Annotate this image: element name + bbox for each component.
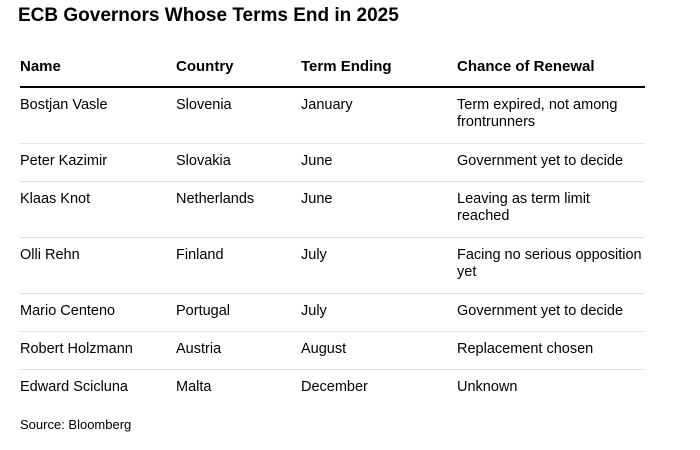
cell-chance-of-renewal: Replacement chosen (457, 341, 594, 357)
cell-name: Mario Centeno (20, 303, 116, 319)
cell-chance-of-renewal: Facing no serious opposition yet (457, 247, 642, 280)
column-header-name: Name (20, 58, 61, 75)
table-row: Mario Centeno Portugal July Government y… (20, 294, 645, 332)
cell-country: Slovakia (176, 153, 231, 169)
cell-term-ending: December (301, 379, 368, 395)
cell-name: Bostjan Vasle (20, 97, 108, 113)
cell-country: Portugal (176, 303, 231, 319)
cell-country: Finland (176, 247, 224, 263)
cell-name: Edward Scicluna (20, 379, 128, 395)
table-row: Olli Rehn Finland July Facing no serious… (20, 238, 645, 294)
cell-term-ending: January (301, 97, 353, 113)
cell-chance-of-renewal: Term expired, not among frontrunners (457, 97, 618, 130)
cell-name: Olli Rehn (20, 247, 80, 263)
cell-country: Austria (176, 341, 222, 357)
cell-country: Netherlands (176, 191, 255, 207)
column-header-chance-of-renewal: Chance of Renewal (457, 58, 595, 75)
cell-chance-of-renewal: Unknown (457, 379, 518, 395)
table-row: Bostjan Vasle Slovenia January Term expi… (20, 88, 645, 144)
cell-term-ending: July (301, 247, 327, 263)
cell-name: Peter Kazimir (20, 153, 108, 169)
cell-term-ending: June (301, 191, 333, 207)
table-header-row: Name Country Term Ending Chance of Renew… (20, 58, 645, 88)
table-row: Peter Kazimir Slovakia June Government y… (20, 144, 645, 182)
source-note: Source: Bloomberg (20, 417, 132, 432)
cell-term-ending: August (301, 341, 347, 357)
cell-name: Robert Holzmann (20, 341, 133, 357)
table-row: Edward Scicluna Malta December Unknown (20, 370, 645, 408)
cell-term-ending: July (301, 303, 327, 319)
column-header-country: Country (176, 58, 234, 75)
cell-country: Malta (176, 379, 212, 395)
cell-chance-of-renewal: Government yet to decide (457, 303, 624, 319)
governors-table: Name Country Term Ending Chance of Renew… (20, 58, 645, 408)
table-row: Robert Holzmann Austria August Replaceme… (20, 332, 645, 370)
cell-chance-of-renewal: Government yet to decide (457, 153, 624, 169)
cell-country: Slovenia (176, 97, 232, 113)
table-row: Klaas Knot Netherlands June Leaving as t… (20, 182, 645, 238)
cell-name: Klaas Knot (20, 191, 91, 207)
cell-chance-of-renewal: Leaving as term limit reached (457, 191, 590, 224)
column-header-term-ending: Term Ending (301, 58, 392, 75)
page-title: ECB Governors Whose Terms End in 2025 (18, 5, 399, 26)
cell-term-ending: June (301, 153, 333, 169)
